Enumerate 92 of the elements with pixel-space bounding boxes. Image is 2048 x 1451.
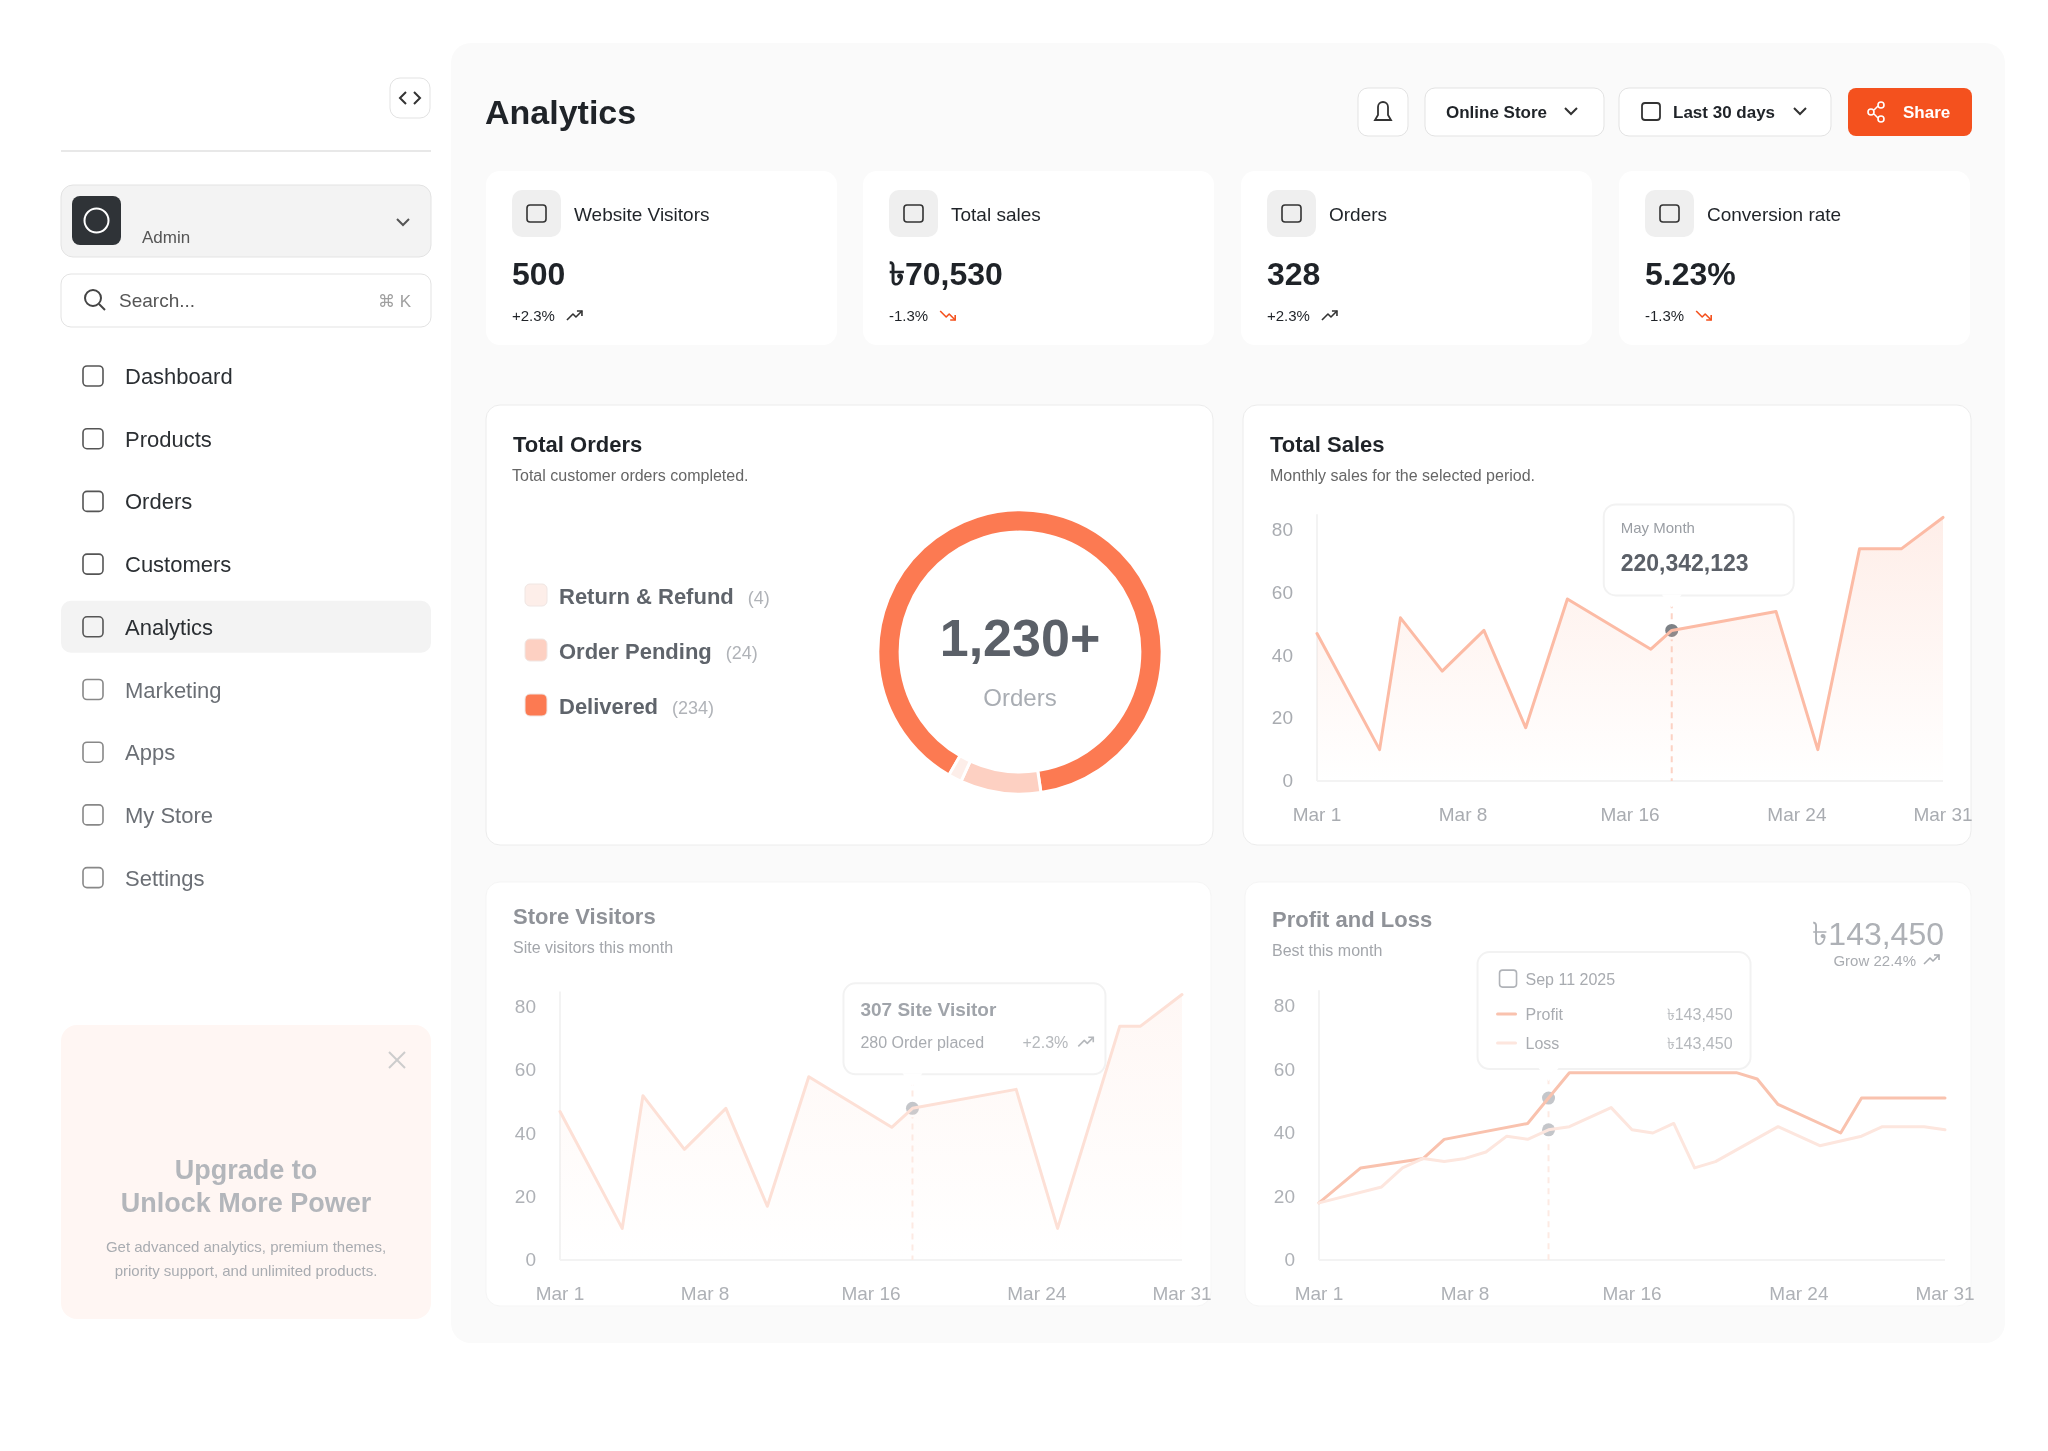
text: Sep 11 2025 [1525, 971, 1616, 989]
y-tick-label: 60 [514, 1059, 536, 1081]
legend-label: Return & Refund [559, 584, 734, 609]
text: 5.23% [1645, 256, 1736, 292]
data-label: (24) [725, 643, 758, 663]
chart-title: Store Visitors [513, 904, 656, 929]
text: Analytics [485, 93, 637, 131]
text: Online Store [1446, 103, 1548, 122]
text: Get advanced analytics, premium themes, [105, 1238, 387, 1255]
annotation: 280 Order placed [860, 1034, 985, 1052]
x-tick-label: Mar 31 [1915, 1283, 1975, 1304]
annotation: May Month [1620, 519, 1695, 537]
y-tick-label: 60 [1273, 1058, 1295, 1080]
text: Dashboard [125, 364, 233, 389]
y-tick-label: 0 [1282, 770, 1293, 791]
text: Upgrade to [174, 1155, 318, 1185]
y-tick-label: 80 [1273, 995, 1295, 1016]
text: Orders [125, 489, 193, 515]
text: Grow 22.4% [1833, 952, 1916, 969]
text: Total sales [951, 204, 1041, 225]
x-tick-label: Mar 16 [1602, 1283, 1662, 1304]
y-tick-label: 40 [1271, 644, 1293, 666]
y-tick-label: 20 [1273, 1185, 1295, 1207]
text: Conversion rate [1707, 204, 1842, 225]
x-tick-label: Mar 8 [1440, 1283, 1490, 1304]
line-series [1317, 1106, 1947, 1205]
text: Customers [125, 552, 232, 578]
x-tick-label: Mar 1 [1294, 1283, 1344, 1304]
x-tick-label: Mar 16 [841, 1283, 901, 1304]
annotation: ৳143,450 [1666, 1006, 1733, 1024]
legend-label: Profit [1525, 1006, 1564, 1024]
text: Last 30 days [1673, 103, 1776, 122]
text: 1,230+ [939, 609, 1101, 667]
text: +2.3% [512, 307, 555, 324]
chart-subtitle: Total customer orders completed. [512, 467, 749, 484]
text: Settings [125, 865, 205, 891]
text: My Store [125, 802, 214, 828]
text: -1.3% [889, 307, 929, 324]
text: ⌘ K [377, 292, 412, 311]
x-tick-label: Mar 8 [1438, 804, 1488, 825]
y-tick-label: 0 [525, 1249, 536, 1270]
data-label: (4) [747, 588, 770, 608]
x-tick-label: Mar 31 [1152, 1283, 1212, 1304]
annotation: 220,342,123 [1620, 550, 1749, 577]
x-tick-label: Mar 1 [1292, 804, 1342, 825]
line-series [1317, 1071, 1947, 1205]
text: Admin [142, 228, 191, 247]
text: Marketing [125, 677, 222, 703]
text: Website Visitors [574, 204, 710, 225]
y-tick-label: 80 [1271, 519, 1293, 540]
data-label: (234) [672, 698, 715, 718]
annotation: +2.3% [1022, 1034, 1069, 1052]
y-tick-label: 40 [1273, 1122, 1295, 1143]
text: ৳70,530 [889, 256, 1003, 292]
text: ৳143,450 [1812, 916, 1944, 952]
x-tick-label: Mar 24 [1767, 804, 1827, 825]
x-tick-label: Mar 24 [1769, 1283, 1829, 1304]
chart-title: Profit and Loss [1272, 907, 1433, 932]
x-tick-label: Mar 31 [1913, 804, 1973, 825]
chart-title: Total Sales [1270, 432, 1385, 457]
y-tick-label: 0 [1284, 1249, 1295, 1270]
text: Apps [125, 740, 176, 766]
text: Search... [119, 290, 196, 311]
x-tick-label: Mar 8 [680, 1283, 730, 1304]
legend-label: Loss [1525, 1035, 1560, 1053]
text: Orders [1329, 204, 1388, 225]
legend-label: Order Pending [559, 639, 712, 664]
text: +2.3% [1267, 307, 1310, 324]
chart-subtitle: Monthly sales for the selected period. [1270, 467, 1536, 484]
annotation: ৳143,450 [1666, 1035, 1733, 1053]
chart-subtitle: Best this month [1272, 942, 1383, 959]
y-tick-label: 20 [514, 1185, 536, 1207]
chart-subtitle: Site visitors this month [513, 939, 674, 956]
y-tick-label: 40 [514, 1122, 536, 1144]
text: priority support, and unlimited products. [114, 1262, 378, 1279]
annotation: 307 Site Visitor [860, 999, 997, 1021]
x-tick-label: Mar 16 [1600, 804, 1660, 825]
y-tick-label: 60 [1271, 581, 1293, 603]
text: Share [1903, 103, 1951, 122]
x-tick-label: Mar 1 [535, 1283, 585, 1304]
text: Unlock More Power [120, 1188, 372, 1218]
text: Products [125, 426, 212, 452]
text: Orders [983, 684, 1057, 711]
text: 328 [1267, 256, 1321, 292]
legend-label: Delivered [559, 694, 659, 719]
chart-title: Total Orders [513, 432, 643, 457]
x-tick-label: Mar 24 [1007, 1283, 1067, 1304]
text: Analytics [125, 614, 214, 640]
y-tick-label: 20 [1271, 707, 1293, 729]
text: -1.3% [1645, 307, 1685, 324]
y-tick-label: 80 [514, 996, 536, 1018]
text: 500 [512, 256, 566, 292]
